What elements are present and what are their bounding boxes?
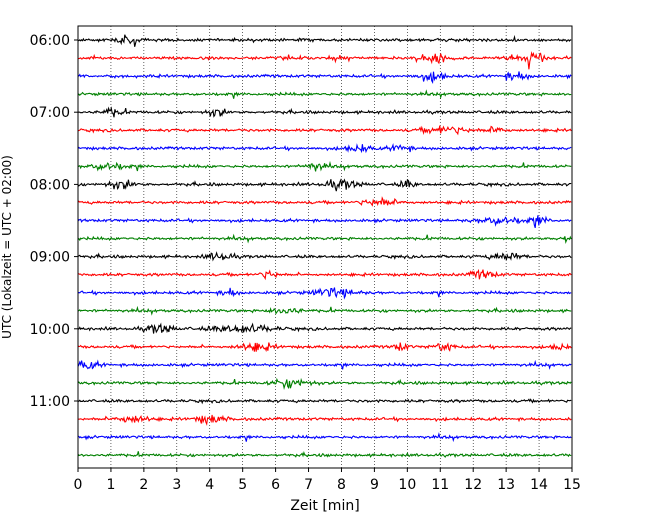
- seismic-trace: [77, 142, 572, 154]
- x-tick-label: 7: [304, 477, 313, 493]
- y-axis-label: UTC (Lokalzeit = UTC + 02:00): [0, 155, 14, 339]
- x-tick-label: 5: [238, 477, 247, 493]
- seismic-trace: [77, 377, 572, 391]
- seismic-trace: [77, 71, 572, 84]
- seismic-trace: [77, 215, 572, 229]
- x-tick-label: 4: [205, 477, 214, 493]
- seismic-trace: [77, 322, 572, 334]
- x-tick-label: 8: [337, 477, 346, 493]
- seismic-trace: [77, 196, 572, 207]
- y-tick-label: 08:00: [30, 177, 70, 193]
- y-tick-label: 11:00: [30, 394, 70, 410]
- seismic-trace: [77, 305, 572, 316]
- seismic-trace: [77, 268, 572, 281]
- seismic-trace: [77, 251, 572, 262]
- seismic-trace: [77, 34, 572, 47]
- seismic-trace: [77, 414, 572, 426]
- seismic-trace: [77, 398, 572, 405]
- seismic-trace: [77, 341, 572, 353]
- seismic-trace: [77, 178, 572, 192]
- plot-frame: [77, 25, 573, 469]
- x-tick-label: 2: [139, 477, 148, 493]
- x-axis-label: Zeit [min]: [290, 498, 359, 514]
- x-tick-label: 13: [497, 477, 515, 493]
- traces-layer: [77, 34, 572, 459]
- x-tick-label: 10: [398, 477, 416, 493]
- x-tick-label: 3: [172, 477, 181, 493]
- seismic-trace: [77, 51, 572, 70]
- seismic-trace: [77, 125, 572, 136]
- y-tick-label: 07:00: [30, 105, 70, 121]
- y-axis: 06:00 07:00 08:00 09:00 10:00 11:00: [30, 33, 78, 410]
- x-tick-label: 9: [370, 477, 379, 493]
- y-tick-label: 10:00: [30, 322, 70, 338]
- x-tick-label: 0: [74, 477, 83, 493]
- y-tick-label: 09:00: [30, 250, 70, 266]
- seismic-trace: [77, 89, 572, 100]
- x-tick-label: 14: [530, 477, 548, 493]
- seismic-trace: [77, 359, 572, 370]
- seismic-trace: [77, 106, 572, 118]
- seismic-trace: [77, 160, 572, 172]
- x-tick-label: 15: [563, 477, 581, 493]
- seismic-trace: [77, 432, 572, 443]
- x-tick-label: 1: [106, 477, 115, 493]
- x-tick-label: 6: [271, 477, 280, 493]
- x-tick-label: 12: [464, 477, 482, 493]
- seismic-trace: [77, 233, 572, 244]
- x-axis: 0 1 2 3 4 5 6 7 8 9 10 11 12 13 14 15: [74, 468, 581, 493]
- y-tick-label: 06:00: [30, 33, 70, 49]
- x-tick-label: 11: [431, 477, 449, 493]
- seismic-trace: [77, 450, 572, 459]
- seismic-trace: [77, 287, 572, 300]
